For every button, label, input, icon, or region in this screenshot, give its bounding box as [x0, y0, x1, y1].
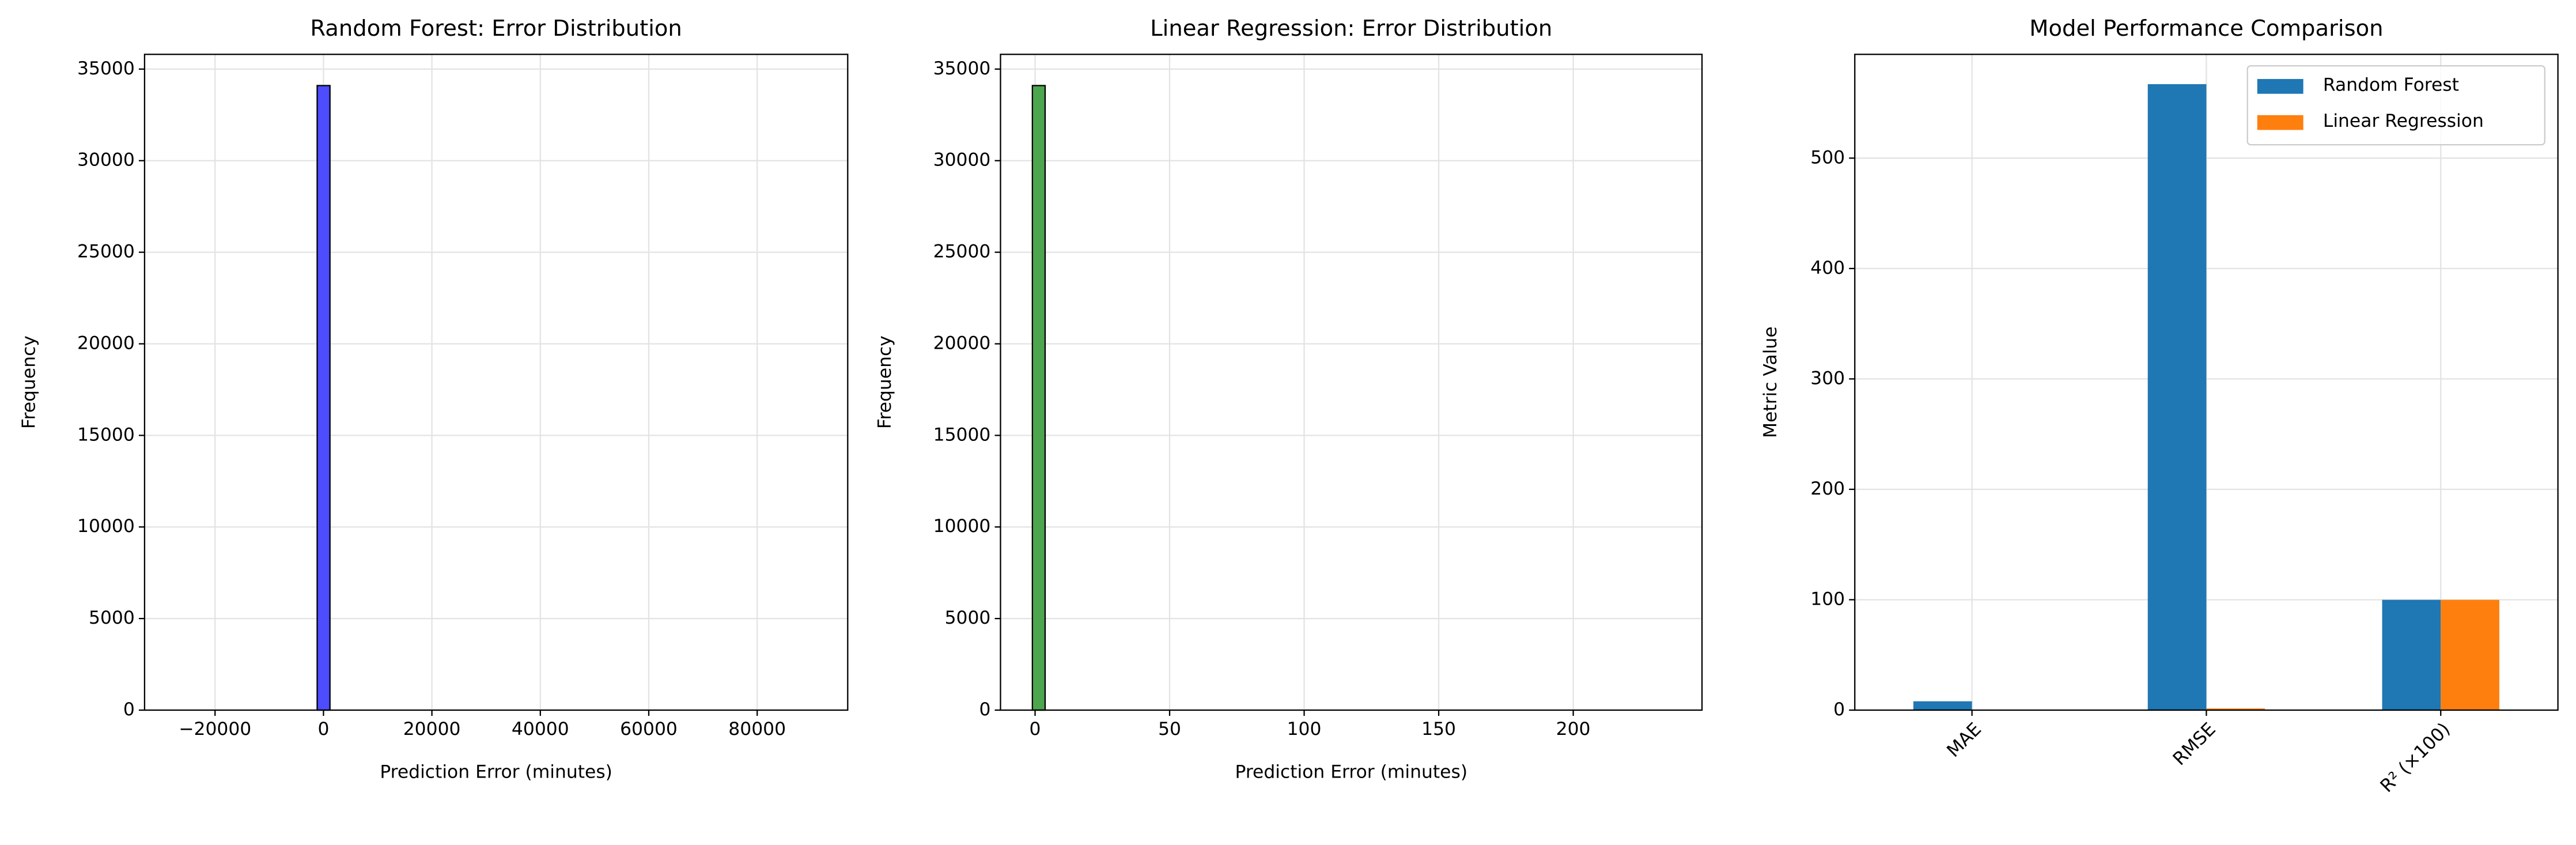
x-axis-label: Prediction Error (minutes) — [380, 761, 612, 782]
x-tick-label: R² (×100) — [2377, 719, 2454, 797]
x-tick-label: 40000 — [512, 719, 569, 740]
y-tick-label: 30000 — [933, 150, 991, 171]
y-tick-label: 25000 — [77, 242, 135, 262]
y-tick-label: 15000 — [77, 424, 135, 445]
y-axis-label: Frequency — [18, 335, 39, 429]
y-tick-label: 35000 — [77, 58, 135, 79]
bar — [2206, 708, 2265, 710]
bar — [2382, 599, 2441, 710]
histogram-bar — [1031, 85, 1046, 711]
y-tick-label: 10000 — [77, 516, 135, 537]
y-tick-label: 35000 — [933, 58, 991, 79]
x-tick-label: RMSE — [2169, 719, 2220, 769]
y-tick-label: 5000 — [945, 608, 991, 628]
x-tick-label: 150 — [1421, 719, 1456, 740]
x-tick-label: −20000 — [179, 719, 251, 740]
y-tick-label: 300 — [1810, 368, 1845, 388]
chart-title: Model Performance Comparison — [2029, 16, 2383, 42]
bar — [2441, 599, 2499, 710]
chart-title: Linear Regression: Error Distribution — [1150, 16, 1552, 42]
y-tick-label: 500 — [1810, 147, 1845, 168]
x-tick-label: 200 — [1556, 719, 1591, 740]
y-tick-label: 0 — [1833, 699, 1845, 720]
x-tick-label: 0 — [317, 719, 329, 740]
y-tick-label: 100 — [1810, 589, 1845, 609]
x-tick-label: 80000 — [728, 719, 786, 740]
legend-box — [2246, 65, 2545, 146]
legend-label: Random Forest — [2323, 74, 2459, 95]
y-tick-label: 20000 — [77, 333, 135, 353]
x-tick-label: 0 — [1030, 719, 1041, 740]
y-tick-label: 400 — [1810, 258, 1845, 278]
y-axis-label: Frequency — [875, 335, 895, 429]
plot-frame — [143, 54, 849, 711]
x-tick-label: MAE — [1943, 719, 1985, 761]
legend-swatch — [2257, 79, 2303, 94]
chart-title: Random Forest: Error Distribution — [310, 16, 682, 42]
x-axis-label: Prediction Error (minutes) — [1235, 761, 1467, 782]
y-tick-label: 10000 — [933, 516, 991, 537]
x-tick-label: 60000 — [620, 719, 678, 740]
y-tick-label: 15000 — [933, 424, 991, 445]
bar — [2147, 84, 2207, 710]
x-tick-label: 100 — [1287, 719, 1322, 740]
y-tick-label: 25000 — [933, 242, 991, 262]
y-tick-label: 5000 — [89, 608, 135, 628]
histogram-bar — [316, 85, 331, 711]
x-tick-label: 50 — [1158, 719, 1181, 740]
plot-frame — [1854, 54, 2559, 711]
y-tick-label: 20000 — [933, 333, 991, 353]
x-tick-label: 20000 — [403, 719, 461, 740]
y-tick-label: 0 — [123, 699, 135, 720]
bar — [1913, 701, 1972, 710]
legend-swatch — [2257, 115, 2303, 130]
y-axis-label: Metric Value — [1760, 326, 1781, 438]
y-tick-label: 200 — [1810, 478, 1845, 499]
legend-label: Linear Regression — [2323, 111, 2484, 131]
y-tick-label: 30000 — [77, 150, 135, 171]
y-tick-label: 0 — [979, 699, 990, 720]
plot-frame — [1000, 54, 1703, 711]
